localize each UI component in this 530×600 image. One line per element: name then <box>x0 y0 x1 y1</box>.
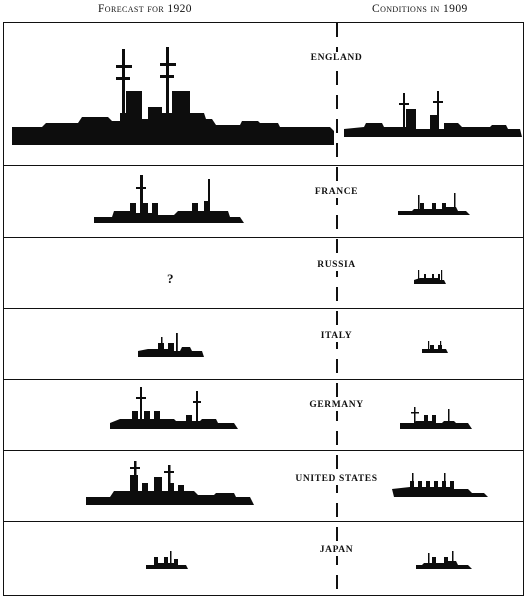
row-divider <box>4 379 523 380</box>
france-1909-ship-silhouette <box>398 193 470 215</box>
country-label-italy: ITALY <box>234 330 439 342</box>
italy-forecast-ship-silhouette <box>138 333 204 357</box>
germany-1909-ship-silhouette <box>400 407 472 429</box>
france-forecast-ship-silhouette <box>94 175 244 223</box>
row-divider <box>4 521 523 522</box>
japan-forecast-ship-silhouette <box>146 551 188 569</box>
country-label-united-states: UNITED STATES <box>234 473 439 485</box>
russia-forecast-question-mark: ? <box>167 271 174 286</box>
center-divider-line <box>336 23 338 595</box>
england-forecast-ship-silhouette <box>12 47 334 145</box>
germany-forecast-ship-silhouette <box>110 387 238 429</box>
country-label-england: ENGLAND <box>234 52 439 64</box>
header-forecast-1920: Forecast for 1920 <box>98 3 192 15</box>
italy-1909-ship-silhouette <box>422 341 448 353</box>
united-states-1909-ship-silhouette <box>392 473 488 497</box>
row-divider <box>4 165 523 166</box>
country-label-japan: JAPAN <box>234 544 439 556</box>
japan-1909-ship-silhouette <box>416 551 472 569</box>
united-states-forecast-ship-silhouette <box>86 461 254 505</box>
england-1909-ship-silhouette <box>344 91 522 137</box>
country-label-germany: GERMANY <box>234 399 439 411</box>
country-label-france: FRANCE <box>234 186 439 198</box>
row-divider <box>4 450 523 451</box>
country-label-russia: RUSSIA <box>234 259 439 271</box>
header-conditions-1909: Conditions in 1909 <box>372 3 468 15</box>
row-divider <box>4 308 523 309</box>
comparison-table: ENGLAND FRANCE RUSSIA ITALY GERMANY UNIT… <box>3 22 524 596</box>
russia-1909-ship-silhouette <box>414 270 446 284</box>
row-divider <box>4 237 523 238</box>
